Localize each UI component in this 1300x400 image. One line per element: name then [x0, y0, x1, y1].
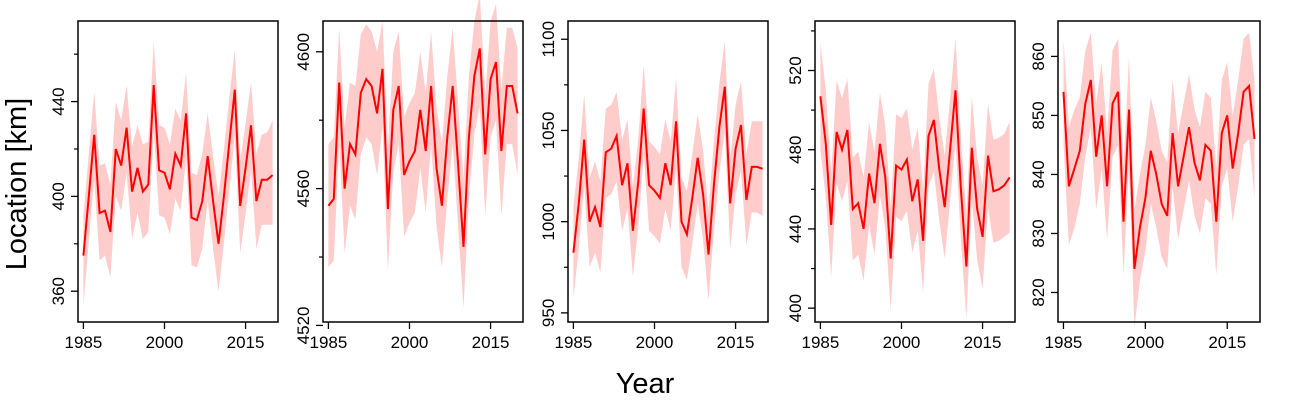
x-tick-label: 1985 [64, 333, 102, 352]
panels: 1985 2000 2015 360 400 440 1985 2000 2015 4520 456… [49, 0, 1261, 352]
x-tick-label: 2015 [964, 333, 1002, 352]
y-tick-label: 950 [539, 299, 558, 327]
y-tick-label: 4600 [294, 33, 313, 71]
plot-frame [814, 20, 1016, 323]
plot-frame [567, 20, 769, 323]
panel-3: 1985 2000 2015 950 1000 1050 1100 [539, 20, 769, 352]
y-tick-label: 4560 [294, 170, 313, 208]
x-tick-label: 2000 [636, 333, 674, 352]
y-tick-label: 480 [786, 136, 805, 164]
y-tick-label: 440 [49, 87, 68, 115]
confidence-band [1063, 32, 1255, 328]
estimate-line [819, 90, 1011, 267]
y-tick-label: 850 [1029, 101, 1048, 129]
x-tick-label: 1985 [1045, 333, 1083, 352]
y-tick-label: 860 [1029, 42, 1048, 70]
plot-frame [77, 20, 279, 323]
y-tick-label: 400 [786, 294, 805, 322]
panel-1: 1985 2000 2015 360 400 440 [49, 20, 279, 352]
y-axis-title: Location [km] [1, 98, 33, 270]
x-tick-label: 2000 [883, 333, 921, 352]
estimate-line [82, 84, 274, 256]
y-tick-label: 520 [786, 56, 805, 84]
y-tick-label: 440 [786, 215, 805, 243]
panel-4: 1985 2000 2015 400 440 480 520 [786, 20, 1016, 352]
confidence-band [83, 42, 273, 306]
y-tick-label: 4520 [294, 307, 313, 345]
y-tick-label: 820 [1029, 278, 1048, 306]
x-tick-label: 1985 [554, 333, 592, 352]
y-tick-label: 360 [49, 277, 68, 305]
panel-5: 1985 2000 2015 820 830 840 850 860 [1029, 20, 1261, 352]
x-tick-label: 2015 [227, 333, 265, 352]
x-tick-label: 1985 [801, 333, 839, 352]
estimate-line [1062, 79, 1256, 270]
confidence-band [820, 38, 1010, 319]
x-tick-label: 2015 [1208, 333, 1246, 352]
plot-frame [1057, 20, 1261, 323]
y-tick-label: 1100 [539, 21, 558, 58]
y-tick-label: 400 [49, 182, 68, 210]
x-tick-label: 2000 [391, 333, 429, 352]
x-tick-label: 1985 [309, 333, 347, 352]
plot-frame [322, 20, 524, 323]
panel-2: 1985 2000 2015 4520 4560 4600 [294, 0, 524, 352]
y-tick-label: 1050 [539, 112, 558, 150]
y-tick-label: 840 [1029, 160, 1048, 188]
y-tick-label: 1000 [539, 203, 558, 241]
x-tick-label: 2000 [1126, 333, 1164, 352]
confidence-band [328, 0, 518, 309]
x-tick-label: 2000 [146, 333, 184, 352]
x-axis-title: Year [616, 368, 675, 400]
estimate-line [572, 86, 763, 255]
x-tick-label: 2015 [472, 333, 510, 352]
x-tick-label: 2015 [717, 333, 755, 352]
estimate-line [327, 48, 519, 247]
y-tick-label: 830 [1029, 219, 1048, 247]
